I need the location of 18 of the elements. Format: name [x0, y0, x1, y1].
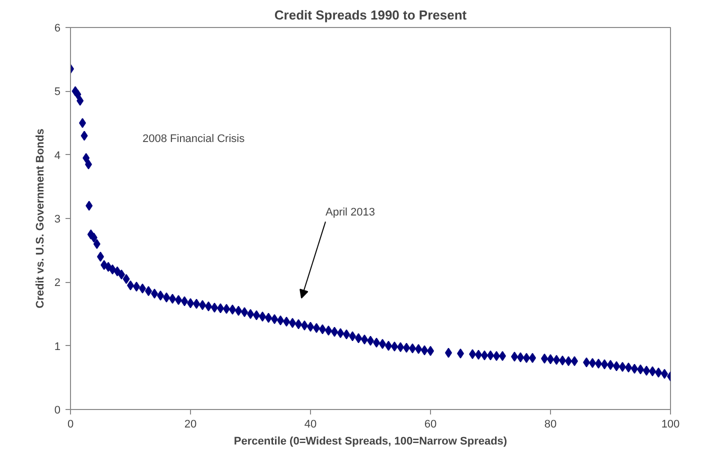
- y-tick-label: 5: [54, 86, 61, 98]
- x-tick-label: 40: [304, 418, 317, 430]
- x-tick-label: 0: [67, 418, 74, 430]
- x-tick-label: 60: [424, 418, 437, 430]
- y-tick-label: 0: [54, 404, 61, 416]
- x-axis-title: Percentile (0=Widest Spreads, 100=Narrow Spreads): [234, 436, 508, 448]
- x-tick-label: 80: [544, 418, 557, 430]
- y-tick-label: 3: [54, 214, 61, 226]
- y-tick-label: 2: [54, 277, 61, 290]
- annotation: April 2013: [326, 206, 376, 218]
- chart-title: Credit Spreads 1990 to Present: [274, 8, 468, 22]
- y-tick-label: 6: [54, 22, 61, 34]
- annotation: 2008 Financial Crisis: [142, 132, 246, 145]
- y-tick-label: 4: [54, 150, 61, 162]
- x-tick-label: 20: [184, 418, 197, 430]
- x-tick-label: 100: [661, 418, 680, 430]
- y-axis-title: Credit vs. U.S. Government Bonds: [34, 128, 46, 308]
- y-tick-label: 1: [54, 340, 61, 353]
